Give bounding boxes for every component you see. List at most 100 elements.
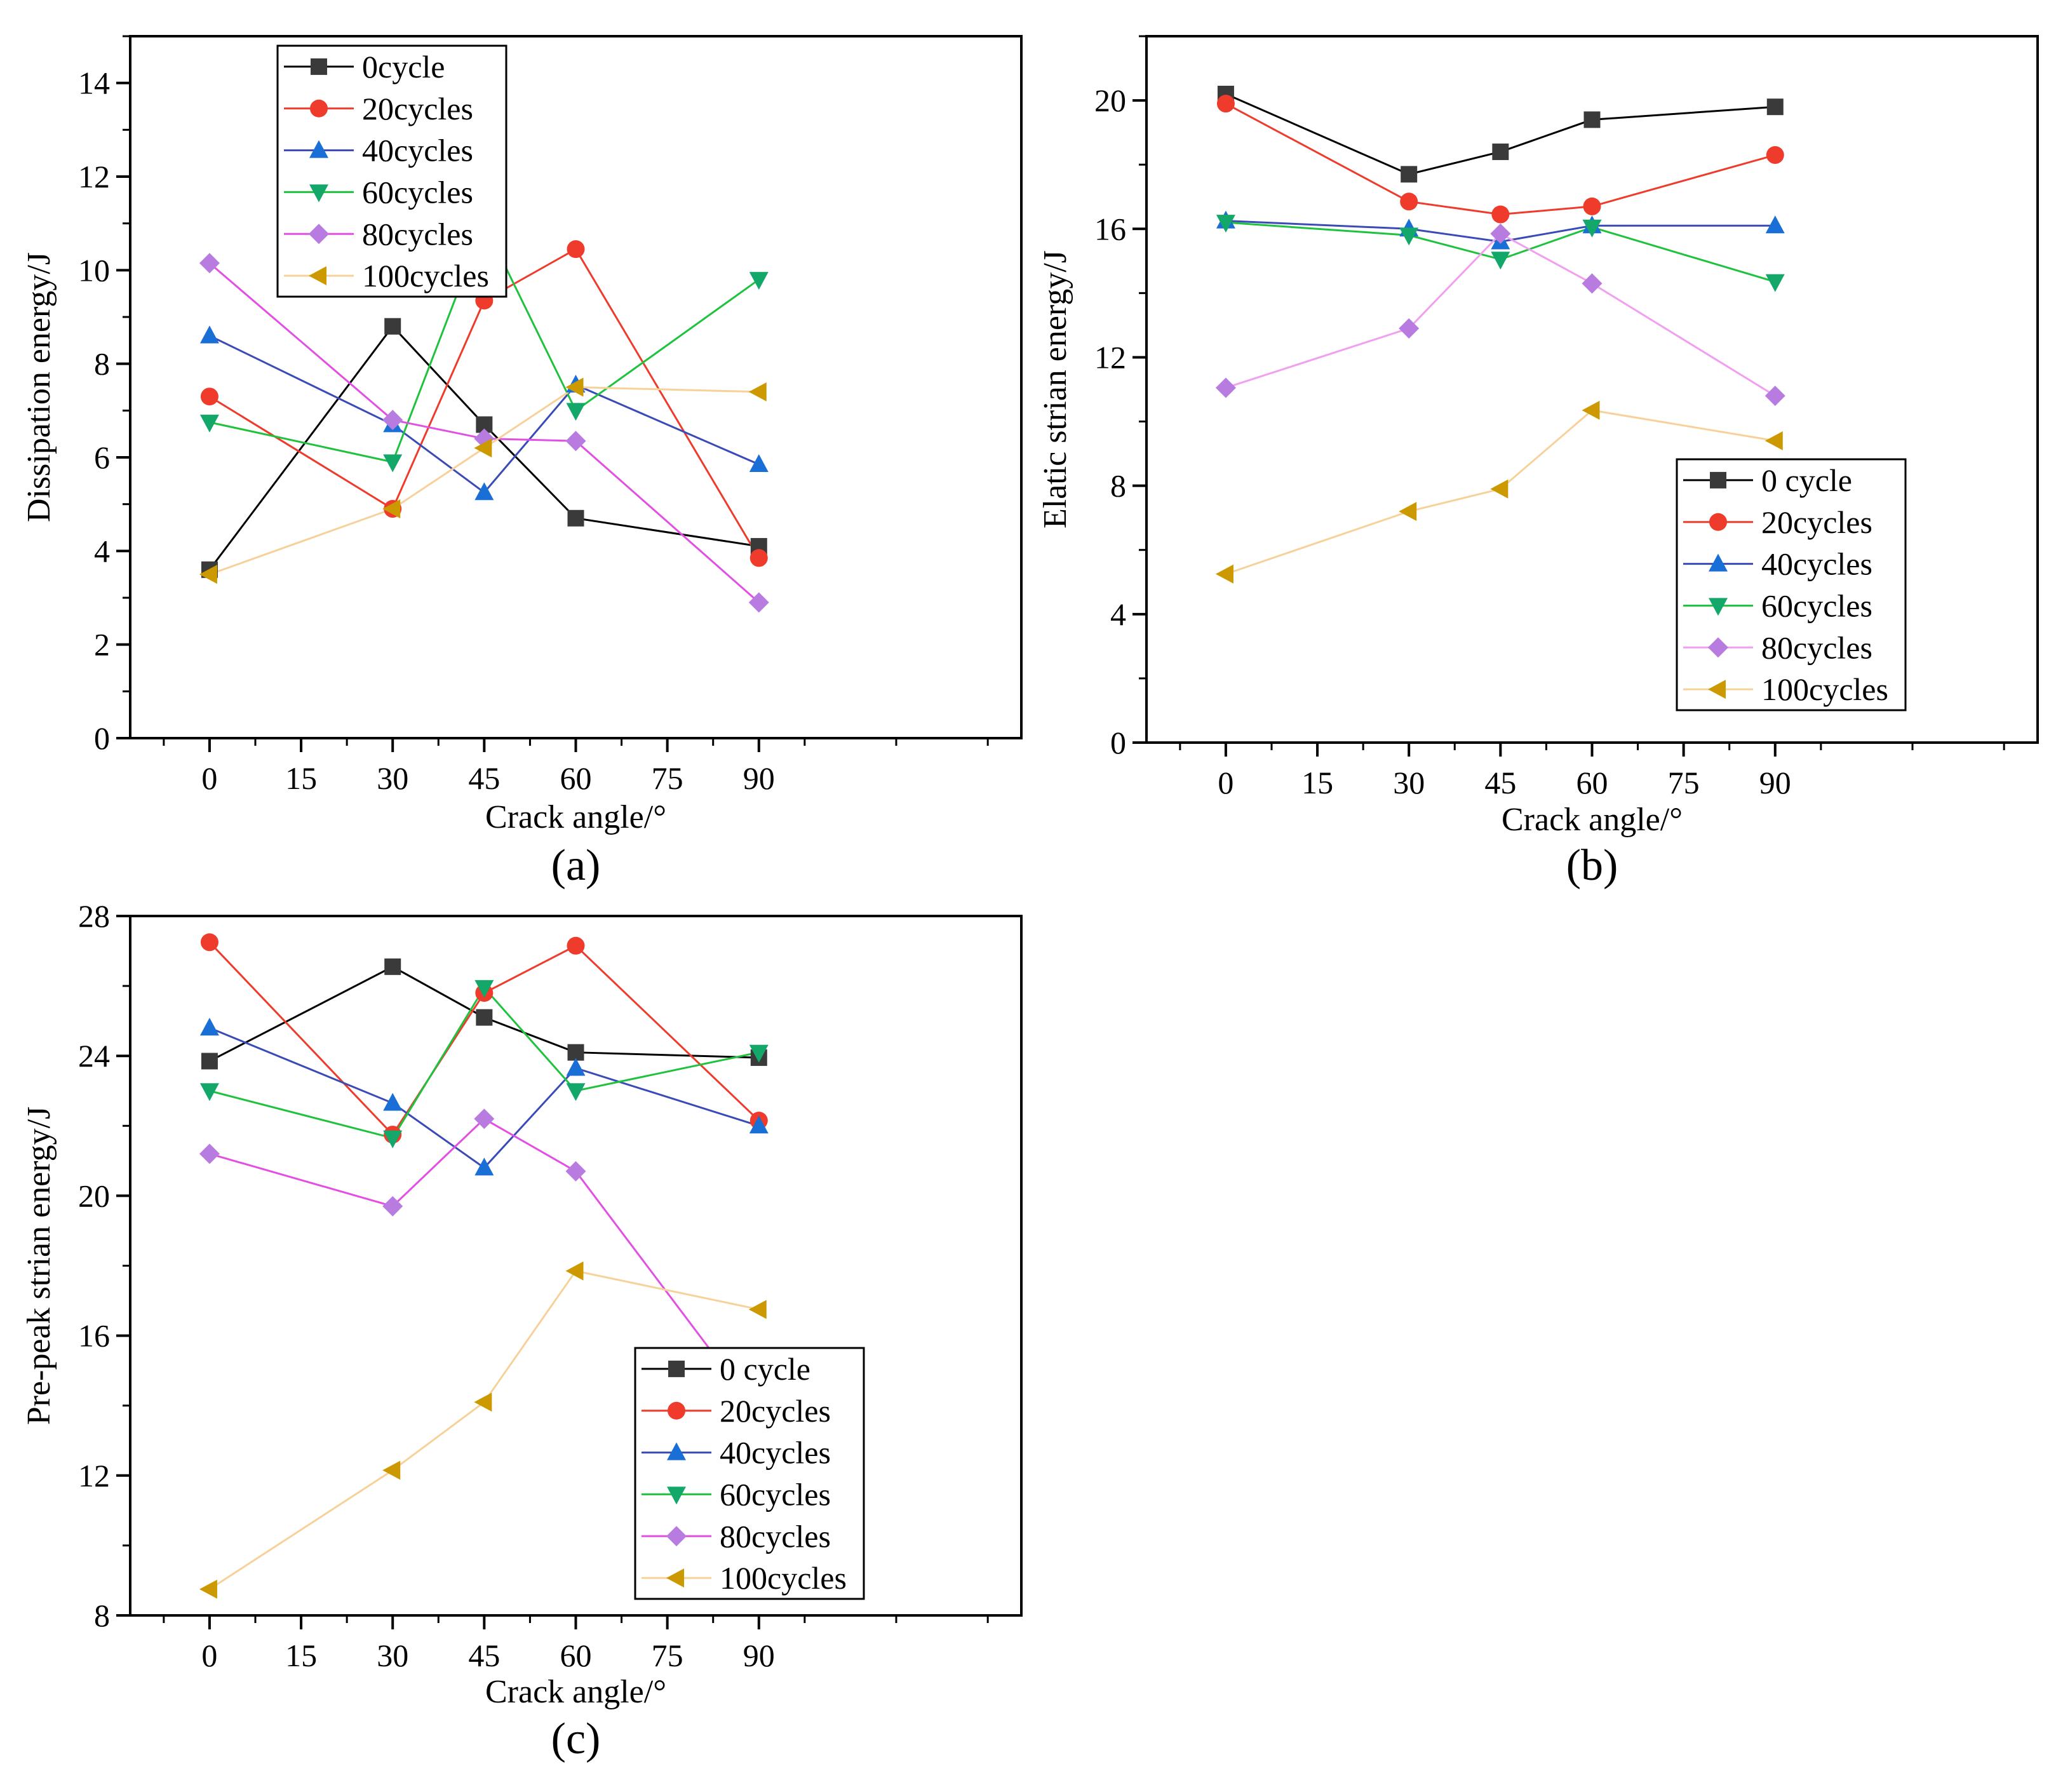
legend-label: 100cycles bbox=[720, 1560, 847, 1596]
data-point bbox=[199, 1579, 217, 1599]
y-axis-label: Elatic strian energy/J bbox=[1037, 250, 1073, 529]
data-point bbox=[565, 1161, 586, 1182]
data-point bbox=[199, 414, 219, 433]
y-tick-label: 20 bbox=[78, 1178, 110, 1213]
y-tick-label: 12 bbox=[78, 159, 110, 194]
y-axis-label: Dissipation energy/J bbox=[21, 252, 57, 522]
legend-marker bbox=[667, 1442, 686, 1460]
data-point bbox=[384, 318, 401, 335]
x-axis-label: Crack angle/° bbox=[1502, 802, 1683, 838]
legend-label: 0cycle bbox=[362, 49, 445, 84]
x-tick-label: 45 bbox=[1484, 765, 1516, 800]
legend-marker bbox=[1709, 598, 1728, 616]
legend-label: 60cycles bbox=[362, 174, 473, 210]
data-point bbox=[199, 565, 217, 584]
data-point bbox=[1583, 111, 1601, 128]
series-line bbox=[209, 335, 760, 494]
legend-label: 80cycles bbox=[720, 1518, 831, 1554]
legend-label: 20cycles bbox=[720, 1393, 831, 1429]
data-point bbox=[565, 431, 586, 452]
data-point bbox=[199, 325, 219, 344]
chart-panel-a: 0 15 30 45 60 75 90 0 2 4 6 8 10 12 14 Crack angle/° Dis… bbox=[21, 35, 1023, 890]
legend-marker bbox=[666, 1568, 684, 1588]
data-point bbox=[1490, 223, 1511, 244]
y-tick-label: 12 bbox=[78, 1458, 110, 1493]
y-tick-label: 28 bbox=[78, 898, 110, 934]
y-tick-label: 0 bbox=[1110, 725, 1126, 760]
data-point bbox=[567, 509, 584, 527]
data-point bbox=[1582, 219, 1602, 238]
chart-panel-b: 0 15 30 45 60 75 90 0 4 8 12 16 20 Crack angle/° Elati… bbox=[1037, 35, 2039, 890]
data-point bbox=[566, 1058, 586, 1076]
data-point bbox=[201, 1053, 218, 1070]
legend-marker bbox=[311, 58, 327, 75]
data-point bbox=[1765, 274, 1785, 292]
legend-label: 40cycles bbox=[720, 1435, 831, 1471]
x-tick-label: 60 bbox=[560, 1638, 592, 1673]
x-tick-label: 75 bbox=[1668, 765, 1700, 800]
data-point bbox=[1399, 227, 1419, 246]
data-point bbox=[1583, 197, 1601, 215]
x-tick-label: 30 bbox=[377, 1638, 408, 1673]
y-tick-label: 8 bbox=[94, 1598, 110, 1633]
y-tick-label: 8 bbox=[94, 346, 110, 382]
data-point bbox=[1401, 166, 1418, 183]
data-point bbox=[1766, 146, 1784, 165]
data-point bbox=[1582, 400, 1600, 420]
data-point bbox=[565, 377, 584, 397]
x-tick-label: 15 bbox=[285, 1638, 317, 1673]
y-tick-label: 16 bbox=[1094, 211, 1126, 246]
x-tick-label: 15 bbox=[1301, 765, 1333, 800]
x-tick-label: 90 bbox=[1759, 765, 1791, 800]
data-point bbox=[383, 454, 403, 473]
data-point bbox=[474, 1392, 492, 1412]
data-point bbox=[474, 1108, 495, 1129]
y-tick-label: 2 bbox=[94, 627, 110, 663]
data-point bbox=[1216, 95, 1235, 113]
y-tick-label: 8 bbox=[1110, 468, 1126, 504]
panel-label: (a) bbox=[551, 841, 601, 890]
chart-panel-c: 0 15 30 45 60 75 90 8 12 16 20 24 28 Crack angle/° Pre… bbox=[21, 898, 1023, 1763]
y-tick-label: 0 bbox=[94, 720, 110, 756]
legend-marker bbox=[309, 140, 328, 158]
y-tick-label: 4 bbox=[94, 533, 110, 569]
data-point bbox=[567, 1044, 584, 1061]
data-point bbox=[199, 1143, 220, 1164]
panel-label: (b) bbox=[1566, 841, 1618, 890]
data-point bbox=[383, 1130, 403, 1149]
data-point bbox=[1491, 205, 1510, 224]
data-point bbox=[567, 240, 585, 259]
legend-label: 0 cycle bbox=[1761, 462, 1852, 498]
series-line bbox=[209, 1027, 760, 1169]
legend-label: 0 cycle bbox=[720, 1351, 810, 1387]
x-tick-label: 45 bbox=[468, 760, 500, 796]
data-point bbox=[749, 454, 769, 473]
data-point bbox=[474, 438, 492, 458]
data-point bbox=[749, 1044, 769, 1063]
y-tick-label: 10 bbox=[78, 252, 110, 288]
legend-marker bbox=[667, 1486, 686, 1505]
data-point bbox=[565, 1261, 584, 1281]
legend-box bbox=[1676, 458, 1907, 711]
data-point bbox=[749, 549, 768, 567]
data-point bbox=[566, 1083, 586, 1101]
x-tick-label: 90 bbox=[743, 1638, 775, 1673]
data-point bbox=[1400, 192, 1418, 211]
data-point bbox=[748, 592, 769, 613]
x-tick-label: 30 bbox=[377, 760, 408, 796]
data-point bbox=[382, 499, 401, 519]
legend-label: 20cycles bbox=[1761, 504, 1872, 540]
legend-marker bbox=[309, 184, 328, 203]
panel-label: (c) bbox=[551, 1715, 601, 1763]
data-point bbox=[567, 936, 585, 955]
x-tick-label: 30 bbox=[1393, 765, 1425, 800]
x-axis-label: Crack angle/° bbox=[485, 799, 666, 835]
legend-label: 40cycles bbox=[1761, 546, 1872, 582]
data-point bbox=[1764, 386, 1785, 407]
legend-marker bbox=[666, 1526, 687, 1547]
legend-label: 80cycles bbox=[1761, 630, 1872, 665]
x-tick-label: 45 bbox=[468, 1638, 500, 1673]
x-tick-label: 15 bbox=[285, 760, 317, 796]
data-point bbox=[474, 482, 494, 501]
legend-marker bbox=[1708, 680, 1726, 699]
